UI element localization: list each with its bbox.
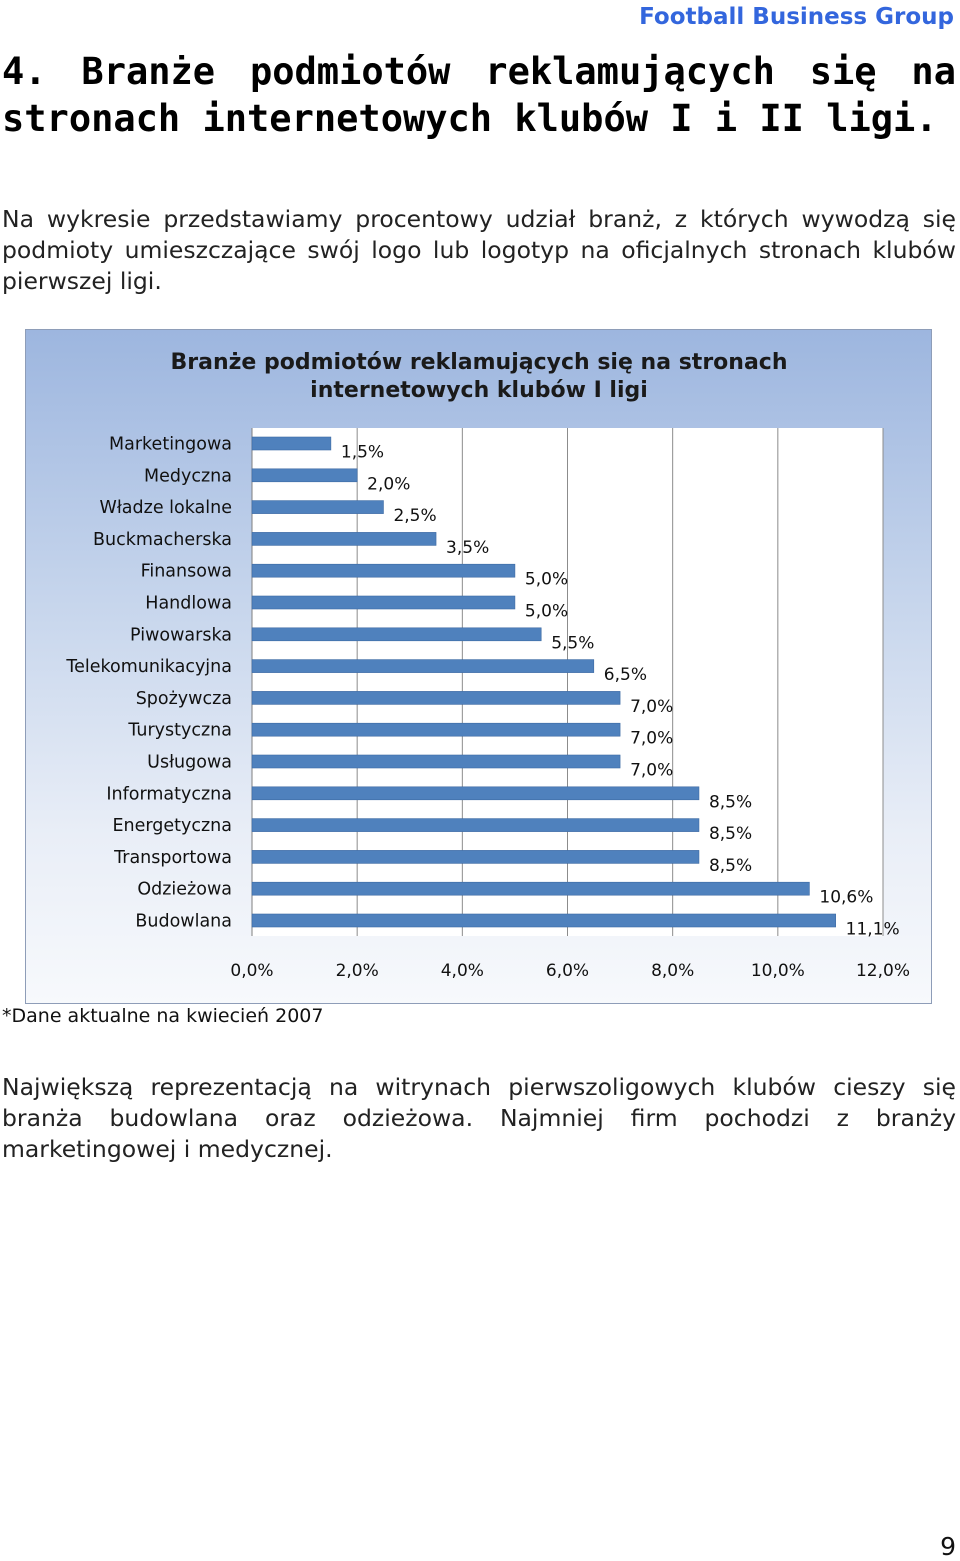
category-label: Handlowa	[145, 594, 232, 614]
data-label: 7,0%	[630, 761, 673, 781]
bar	[251, 468, 358, 483]
chart-title-line-1: Branże podmiotów reklamujących się na st…	[171, 350, 788, 375]
data-label: 2,5%	[393, 506, 436, 526]
bar	[251, 722, 621, 737]
data-label: 3,5%	[446, 538, 489, 558]
data-label: 10,6%	[819, 888, 873, 908]
x-tick-label: 12,0%	[856, 961, 910, 981]
category-label: Energetyczna	[112, 816, 232, 836]
bar	[251, 659, 595, 673]
data-label: 7,0%	[630, 697, 673, 717]
summary-paragraph: Największą reprezentacją na witrynach pi…	[2, 1073, 956, 1163]
bar	[251, 881, 810, 896]
brand-header: Football Business Group	[639, 4, 954, 30]
bar	[251, 563, 516, 578]
category-label: Buckmacherska	[93, 530, 232, 550]
category-label: Marketingowa	[109, 435, 232, 455]
x-tick-label: 4,0%	[441, 961, 484, 981]
bar	[251, 850, 700, 864]
bars	[251, 436, 836, 928]
category-label: Telekomunikacyjna	[65, 657, 232, 677]
bar-chart: Branże podmiotów reklamujących się na st…	[65, 350, 910, 981]
data-label: 11,1%	[846, 920, 900, 940]
category-label: Usługowa	[147, 753, 232, 773]
category-label: Turystyczna	[127, 721, 232, 741]
data-label: 6,5%	[604, 665, 647, 685]
bar	[251, 532, 437, 546]
data-label: 8,5%	[709, 792, 752, 812]
bar	[251, 913, 836, 928]
x-tick-label: 2,0%	[336, 961, 379, 981]
category-label: Finansowa	[141, 562, 232, 582]
data-label: 5,5%	[551, 633, 594, 653]
bar	[251, 786, 700, 801]
bar	[251, 818, 700, 832]
data-label: 1,5%	[341, 443, 384, 463]
bar	[251, 500, 384, 514]
x-tick-label: 0,0%	[230, 961, 273, 981]
category-label: Władze lokalne	[100, 498, 232, 518]
x-tick-labels: 0,0% 2,0% 4,0% 6,0% 8,0% 10,0% 12,0%	[230, 961, 910, 981]
category-label: Odzieżowa	[137, 880, 232, 900]
data-label: 5,0%	[525, 570, 568, 590]
footnote: *Dane aktualne na kwiecień 2007	[2, 1005, 324, 1027]
x-tick-label: 8,0%	[651, 961, 694, 981]
page-number: 9	[940, 1532, 956, 1561]
bar	[251, 436, 332, 451]
bar	[251, 754, 621, 769]
data-label: 5,0%	[525, 602, 568, 622]
bar	[251, 627, 542, 642]
category-labels: Marketingowa Medyczna Władze lokalne Buckma…	[65, 435, 232, 932]
data-label: 8,5%	[709, 824, 752, 844]
intro-paragraph: Na wykresie przedstawiamy procentowy udz…	[2, 205, 956, 295]
bar	[251, 595, 516, 610]
data-label: 7,0%	[630, 729, 673, 749]
value-labels: 1,5% 2,0% 2,5% 3,5% 5,0% 5,0% 5,5% 6,5% 7,0% 7,0%…	[341, 443, 900, 940]
category-label: Piwowarska	[130, 625, 232, 645]
category-label: Medyczna	[144, 466, 232, 486]
data-label: 2,0%	[367, 474, 410, 494]
category-label: Transportowa	[113, 848, 232, 868]
chart-container: Branże podmiotów reklamujących się na st…	[25, 329, 932, 1004]
category-label: Budowlana	[135, 912, 232, 932]
category-label: Spożywcza	[136, 689, 232, 709]
category-label: Informatyczna	[106, 784, 232, 804]
x-tick-label: 6,0%	[546, 961, 589, 981]
x-tick-label: 10,0%	[751, 961, 805, 981]
data-label: 8,5%	[709, 856, 752, 876]
bar	[251, 691, 621, 705]
chart-title-line-2: internetowych klubów I ligi	[310, 378, 648, 403]
section-title: 4. Branże podmiotów reklamujących się na…	[2, 50, 956, 140]
